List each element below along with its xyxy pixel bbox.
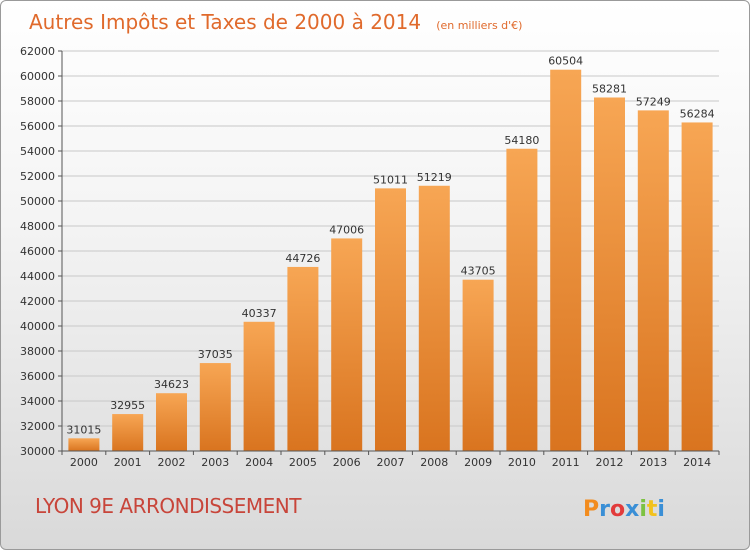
data-label-2005: 44726 bbox=[285, 252, 320, 265]
y-tick-label: 60000 bbox=[20, 70, 55, 83]
y-tick-label: 36000 bbox=[20, 370, 55, 383]
data-label-2010: 54180 bbox=[504, 134, 539, 147]
y-tick-label: 40000 bbox=[20, 320, 55, 333]
data-label-2004: 40337 bbox=[242, 307, 277, 320]
data-label-2000: 31015 bbox=[66, 423, 101, 436]
data-label-2001: 32955 bbox=[110, 399, 145, 412]
y-axis-ticks: 30000 32000 34000 36000 38000 40000 42000 44000… bbox=[20, 45, 62, 458]
x-tick-label-2002: 2002 bbox=[158, 456, 186, 469]
y-tick-label: 34000 bbox=[20, 395, 55, 408]
data-label-2012: 58281 bbox=[592, 82, 627, 95]
y-tick-label: 54000 bbox=[20, 145, 55, 158]
x-tick-label-2001: 2001 bbox=[114, 456, 142, 469]
location-label: LYON 9E ARRONDISSEMENT bbox=[35, 494, 302, 518]
bar-2014 bbox=[681, 122, 713, 451]
bar-2011 bbox=[550, 69, 582, 451]
proxiti-logo: Proxiti bbox=[583, 497, 665, 522]
data-label-2013: 57249 bbox=[636, 95, 671, 108]
y-tick-label: 62000 bbox=[20, 45, 55, 58]
axes bbox=[61, 51, 719, 452]
bar-2010 bbox=[506, 148, 538, 451]
bar-2000 bbox=[68, 438, 100, 451]
x-tick-label-2010: 2010 bbox=[508, 456, 536, 469]
data-label-2009: 43705 bbox=[461, 265, 496, 278]
bar-2002 bbox=[156, 393, 187, 451]
y-tick-label: 30000 bbox=[20, 445, 55, 458]
x-tick-label-2006: 2006 bbox=[333, 456, 361, 469]
bar-2007 bbox=[375, 188, 406, 452]
y-tick-label: 52000 bbox=[20, 170, 55, 183]
logo-letter: i bbox=[657, 497, 665, 522]
x-tick-label-2005: 2005 bbox=[289, 456, 317, 469]
y-tick-label: 50000 bbox=[20, 195, 55, 208]
chart-title: Autres Impôts et Taxes de 2000 à 2014 (e… bbox=[29, 10, 522, 34]
x-tick-label-2003: 2003 bbox=[201, 456, 229, 469]
x-tick-label-2004: 2004 bbox=[245, 456, 273, 469]
data-label-2002: 34623 bbox=[154, 378, 189, 391]
logo-letter: o bbox=[610, 497, 625, 522]
y-tick-label: 46000 bbox=[20, 245, 55, 258]
y-tick-label: 32000 bbox=[20, 420, 55, 433]
bar-2008 bbox=[418, 185, 450, 451]
y-tick-label: 48000 bbox=[20, 220, 55, 233]
bars bbox=[68, 69, 713, 452]
logo-letter: r bbox=[599, 497, 610, 522]
data-label-2007: 51011 bbox=[373, 173, 408, 186]
data-label-2006: 47006 bbox=[329, 223, 364, 236]
x-tick-label-2012: 2012 bbox=[596, 456, 624, 469]
y-tick-label: 44000 bbox=[20, 270, 55, 283]
logo-letter: i bbox=[639, 497, 647, 522]
y-tick-label: 56000 bbox=[20, 120, 55, 133]
x-tick-label-2013: 2013 bbox=[639, 456, 667, 469]
data-label-2011: 60504 bbox=[548, 55, 583, 68]
x-tick-label-2000: 2000 bbox=[70, 456, 98, 469]
chart-title-unit: (en milliers d'€) bbox=[436, 19, 522, 32]
logo-letter: P bbox=[583, 497, 599, 522]
data-labels: 31015 32955 34623 37035 40337 44726 47006 51011… bbox=[66, 55, 714, 437]
bar-2012 bbox=[594, 97, 625, 452]
x-tick-label-2014: 2014 bbox=[683, 456, 711, 469]
y-tick-label: 42000 bbox=[20, 295, 55, 308]
x-tick-label-2008: 2008 bbox=[420, 456, 448, 469]
bar-2013 bbox=[637, 110, 669, 451]
bar-2005 bbox=[287, 266, 319, 451]
x-tick-label-2009: 2009 bbox=[464, 456, 492, 469]
logo-letter: t bbox=[647, 497, 658, 522]
data-label-2003: 37035 bbox=[198, 348, 233, 361]
x-tick-label-2011: 2011 bbox=[552, 456, 580, 469]
bar-2001 bbox=[112, 414, 144, 451]
data-label-2008: 51219 bbox=[417, 171, 452, 184]
x-tick-label-2007: 2007 bbox=[377, 456, 405, 469]
chart-title-main: Autres Impôts et Taxes de 2000 à 2014 bbox=[29, 10, 421, 34]
logo-text: Proxiti bbox=[583, 497, 665, 522]
bar-2004 bbox=[243, 321, 275, 451]
data-label-2014: 56284 bbox=[680, 107, 715, 120]
logo-letter: x bbox=[625, 497, 639, 522]
bar-2009 bbox=[462, 279, 494, 451]
y-tick-label: 38000 bbox=[20, 345, 55, 358]
y-tick-label: 58000 bbox=[20, 95, 55, 108]
bar-2006 bbox=[331, 238, 363, 451]
x-axis-ticks: 2000 2001 2002 2003 2004 2005 2006 2007 2008 2009… bbox=[61, 451, 720, 469]
bar-2003 bbox=[199, 363, 231, 451]
